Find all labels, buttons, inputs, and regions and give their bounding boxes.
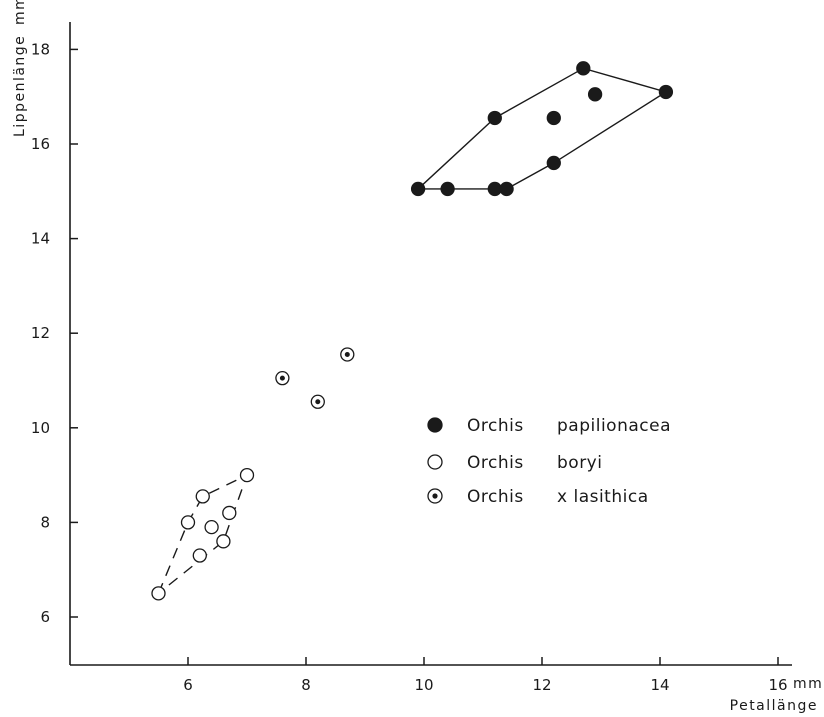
- y-tick-label: 12: [31, 324, 50, 342]
- y-axis-unit: mm: [12, 0, 28, 25]
- legend-species-papilionacea: papilionacea: [557, 416, 671, 436]
- y-tick-label: 10: [31, 419, 50, 437]
- y-tick-label: 14: [31, 230, 50, 248]
- series-0-point: [487, 110, 502, 126]
- series-1-point: [192, 548, 207, 563]
- legend-species-boryi: boryi: [557, 453, 602, 473]
- series-1-point: [216, 534, 231, 549]
- y-tick-label: 6: [40, 608, 50, 626]
- series-1-point: [195, 489, 210, 504]
- legend-item-boryi: Orchis boryi: [427, 453, 602, 473]
- y-axis-label: Lippenlänge: [12, 35, 28, 137]
- series-2-point-center: [315, 399, 321, 405]
- x-axis-unit: mm: [793, 676, 823, 692]
- legend: Orchis papilionacea Orchis boryi Orchis …: [427, 416, 671, 507]
- x-tick-label: 10: [414, 676, 433, 694]
- series-0-point: [499, 181, 514, 197]
- series-0-point: [587, 87, 603, 102]
- series-0-point: [440, 181, 455, 197]
- data-point-layer: [151, 61, 674, 601]
- series-0-point: [658, 84, 674, 100]
- series-1-point: [222, 505, 237, 521]
- series-1-point: [151, 586, 166, 601]
- legend-item-papilionacea: Orchis papilionacea: [427, 416, 671, 436]
- x-tick-label: 8: [301, 676, 311, 694]
- series-0-point: [546, 155, 561, 171]
- y-tick-label: 8: [40, 513, 50, 531]
- x-tick-label: 6: [183, 676, 193, 694]
- series-1-point: [204, 519, 219, 535]
- series-2-point-center: [279, 375, 285, 381]
- legend-genus-boryi: Orchis: [467, 453, 524, 473]
- legend-marker-open: [427, 454, 443, 470]
- series-1-point: [180, 515, 196, 530]
- series-1-hull: [157, 473, 249, 594]
- series-0-point: [546, 110, 561, 126]
- legend-species-lasithica: x lasithica: [557, 487, 649, 507]
- y-tick-label: 16: [31, 135, 50, 153]
- series-0-point: [487, 181, 502, 197]
- legend-genus-lasithica: Orchis: [467, 487, 524, 507]
- series-0-point: [410, 181, 426, 197]
- y-tick-label: 18: [31, 40, 50, 58]
- x-tick-label: 14: [650, 676, 669, 694]
- series-2-point-center: [344, 351, 350, 357]
- legend-marker-dotted-center: [432, 493, 438, 499]
- x-axis-label: Petallänge: [730, 698, 818, 714]
- x-tick-label: 12: [532, 676, 551, 694]
- series-1-point: [239, 467, 255, 483]
- legend-marker-filled: [427, 417, 443, 433]
- x-tick-label: 16: [768, 676, 787, 694]
- series-0-hull: [416, 67, 668, 190]
- y-tick-group: 6 8 10 12 14 16 18: [31, 40, 78, 626]
- x-tick-group: 6 8 10 12 14 16: [183, 657, 788, 694]
- legend-item-lasithica: Orchis x lasithica: [427, 487, 649, 507]
- legend-genus-papilionacea: Orchis: [467, 416, 524, 436]
- series-0-point: [576, 61, 591, 76]
